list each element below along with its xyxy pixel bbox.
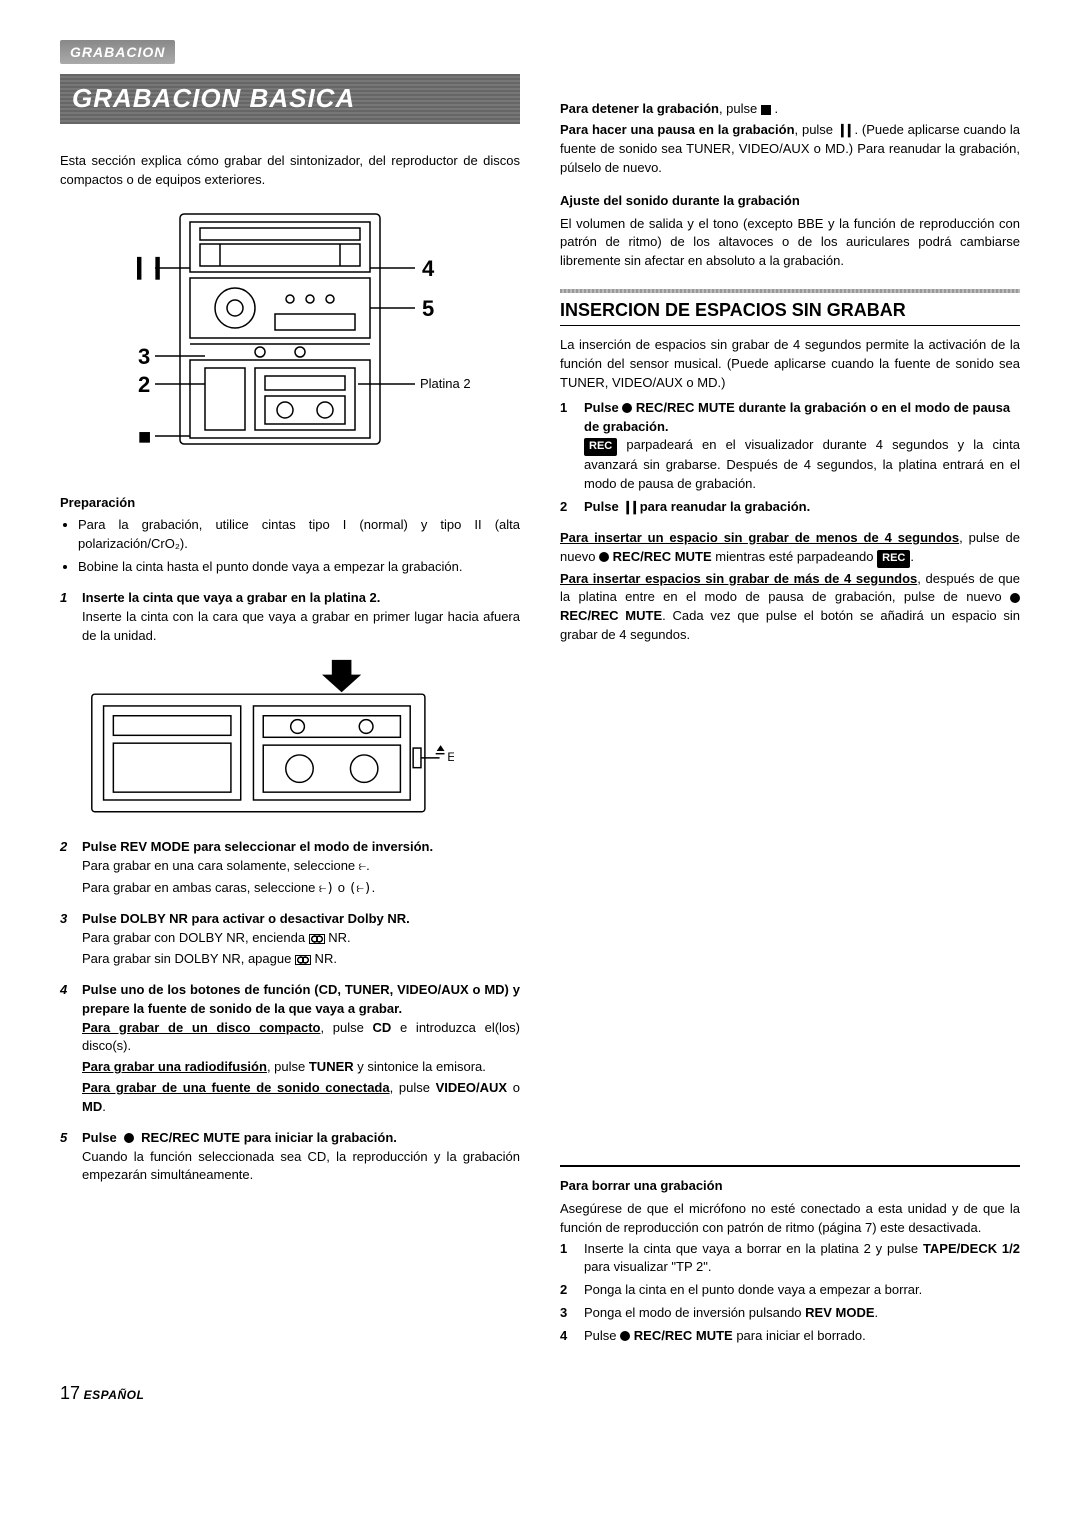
insertion-less: Para insertar un espacio sin grabar de m… <box>560 529 1020 568</box>
erase-step-text: Inserte la cinta que vaya a borrar en la… <box>584 1240 1020 1278</box>
tab-label: GRABACION <box>60 40 175 64</box>
step-body: Cuando la función seleccionada sea CD, l… <box>82 1148 520 1186</box>
callout-pause: ❙❙ <box>130 254 167 280</box>
page-number: 17 <box>60 1383 80 1403</box>
intro-text: Esta sección explica cómo grabar del sin… <box>60 152 520 190</box>
erase-intro: Asegúrese de que el micrófono no esté co… <box>560 1200 1020 1238</box>
insertion-step-title: Pulse ❙❙ para reanudar la grabación. <box>584 499 810 514</box>
erase-step: 1 Inserte la cinta que vaya a borrar en l… <box>560 1240 1020 1278</box>
step-body-line: Para grabar en una cara solamente, selec… <box>82 857 433 877</box>
step-4: 4 Pulse uno de los botones de función (C… <box>60 981 520 1119</box>
erase-step-text: Ponga la cinta en el punto donde vaya a … <box>584 1281 922 1300</box>
step-title: Inserte la cinta que vaya a grabar en la… <box>82 589 520 608</box>
step-number: 3 <box>560 1304 574 1323</box>
step-2: 2 Pulse REV MODE para seleccionar el mod… <box>60 838 520 901</box>
two-column-layout: GRABACION BASICA Esta sección explica có… <box>60 74 1020 1349</box>
footer-language: ESPAÑOL <box>84 1388 145 1402</box>
callout-4: 4 <box>422 256 435 281</box>
step-title: Pulse DOLBY NR para activar o desactivar… <box>82 910 410 929</box>
steps-list: 1 Inserte la cinta que vaya a grabar en … <box>60 589 520 1187</box>
step-3: 3 Pulse DOLBY NR para activar o desactiv… <box>60 910 520 971</box>
left-column: GRABACION BASICA Esta sección explica có… <box>60 74 520 1349</box>
thick-rule <box>560 1165 1020 1167</box>
step-title: Pulse REV MODE para seleccionar el modo … <box>82 838 433 857</box>
eject-label: EJECT <box>447 751 454 764</box>
dolby-icon <box>295 955 311 965</box>
erase-step: 4 Pulse REC/REC MUTE para iniciar el borr… <box>560 1327 1020 1346</box>
callout-3: 3 <box>138 344 150 369</box>
record-icon <box>124 1133 134 1143</box>
page-title: GRABACION BASICA <box>60 74 520 124</box>
step-body: Para grabar con DOLBY NR, encienda NR. P… <box>82 929 410 969</box>
stereo-diagram: ❙❙ 3 2 ■ 4 5 Platina 2 <box>60 204 520 464</box>
callout-stop: ■ <box>138 424 151 449</box>
step-body: Para grabar en una cara solamente, selec… <box>82 857 433 899</box>
page-footer: 17 ESPAÑOL <box>60 1380 1020 1406</box>
erase-step-text: Ponga el modo de inversión pulsando REV … <box>584 1304 878 1323</box>
step-body-line: Para grabar de un disco compacto, pulse … <box>82 1019 520 1057</box>
callout-5: 5 <box>422 296 434 321</box>
step-number: 1 <box>60 589 74 828</box>
insertion-title: INSERCION DE ESPACIOS SIN GRABAR <box>560 297 1020 326</box>
insertion-steps: 1 Pulse REC/REC MUTE durante la grabació… <box>560 399 1020 517</box>
insertion-step-body: REC parpadeará en el visualizador durant… <box>584 436 1020 494</box>
rec-badge: REC <box>877 550 910 568</box>
erase-title: Para borrar una grabación <box>560 1177 1020 1196</box>
step-body-line: Para grabar con DOLBY NR, encienda NR. <box>82 929 410 948</box>
step-5: 5 Pulse REC/REC MUTE para iniciar la gra… <box>60 1129 520 1188</box>
erase-step: 2 Ponga la cinta en el punto donde vaya a… <box>560 1281 1020 1300</box>
step-body-line: Inserte la cinta con la cara que vaya a … <box>82 608 520 646</box>
step-number: 5 <box>60 1129 74 1188</box>
step-body: Inserte la cinta con la cara que vaya a … <box>82 608 520 646</box>
erase-step-text: Pulse REC/REC MUTE para iniciar el borra… <box>584 1327 866 1346</box>
erase-step: 3 Ponga el modo de inversión pulsando REV… <box>560 1304 1020 1323</box>
step-body-line: Para grabar sin DOLBY NR, apague NR. <box>82 950 410 969</box>
callout-2: 2 <box>138 372 150 397</box>
pause-icon: ❙❙ <box>837 122 851 137</box>
step-body-line: Cuando la función seleccionada sea CD, l… <box>82 1148 520 1186</box>
section-divider <box>560 289 1020 293</box>
stop-line: Para detener la grabación, pulse . <box>560 100 1020 119</box>
record-icon <box>1010 593 1020 603</box>
step-title: Pulse REC/REC MUTE para iniciar la graba… <box>82 1129 520 1148</box>
step-number: 3 <box>60 910 74 971</box>
adjust-text: El volumen de salida y el tono (excepto … <box>560 215 1020 272</box>
record-icon <box>599 552 609 562</box>
rec-badge: REC <box>584 438 617 456</box>
step-number: 2 <box>60 838 74 901</box>
tape-deck-diagram: EJECT <box>82 655 454 822</box>
prep-item: Bobine la cinta hasta el punto donde vay… <box>78 558 520 577</box>
step-number: 1 <box>560 1240 574 1278</box>
insertion-step: 1 Pulse REC/REC MUTE durante la grabació… <box>560 399 1020 494</box>
callout-platina2: Platina 2 <box>420 376 471 391</box>
step-title: Pulse uno de los botones de función (CD,… <box>82 981 520 1019</box>
record-icon <box>620 1331 630 1341</box>
step-body: Para grabar de un disco compacto, pulse … <box>82 1019 520 1117</box>
adjust-heading: Ajuste del sonido durante la grabación <box>560 192 1020 211</box>
insertion-step: 2 Pulse ❙❙ para reanudar la grabación. <box>560 498 1020 517</box>
record-icon <box>622 403 632 413</box>
preparation-heading: Preparación <box>60 494 520 513</box>
stop-icon <box>761 105 771 115</box>
insertion-step-title: Pulse REC/REC MUTE durante la grabación … <box>584 399 1020 437</box>
pause-line: Para hacer una pausa en la grabación, pu… <box>560 121 1020 178</box>
insertion-intro: La inserción de espacios sin grabar de 4… <box>560 336 1020 393</box>
erase-steps: 1 Inserte la cinta que vaya a borrar en l… <box>560 1240 1020 1346</box>
step-1: 1 Inserte la cinta que vaya a grabar en … <box>60 589 520 828</box>
step-body-line: Para grabar en ambas caras, seleccione ⥼… <box>82 879 433 899</box>
prep-item: Para la grabación, utilice cintas tipo I… <box>78 516 520 554</box>
step-number: 2 <box>560 1281 574 1300</box>
step-number: 4 <box>560 1327 574 1346</box>
dolby-icon <box>309 934 325 944</box>
step-body-line: Para grabar una radiodifusión, pulse TUN… <box>82 1058 520 1077</box>
preparation-list: Para la grabación, utilice cintas tipo I… <box>60 516 520 577</box>
erase-block: Para borrar una grabación Asegúrese de q… <box>560 1165 1020 1346</box>
pause-icon: ❙❙ <box>622 499 636 514</box>
right-column: Para detener la grabación, pulse . Para … <box>560 74 1020 1349</box>
step-number: 2 <box>560 498 574 517</box>
step-body-line: Para grabar de una fuente de sonido cone… <box>82 1079 520 1117</box>
step-number: 4 <box>60 981 74 1119</box>
step-number: 1 <box>560 399 574 494</box>
insertion-more: Para insertar espacios sin grabar de más… <box>560 570 1020 645</box>
